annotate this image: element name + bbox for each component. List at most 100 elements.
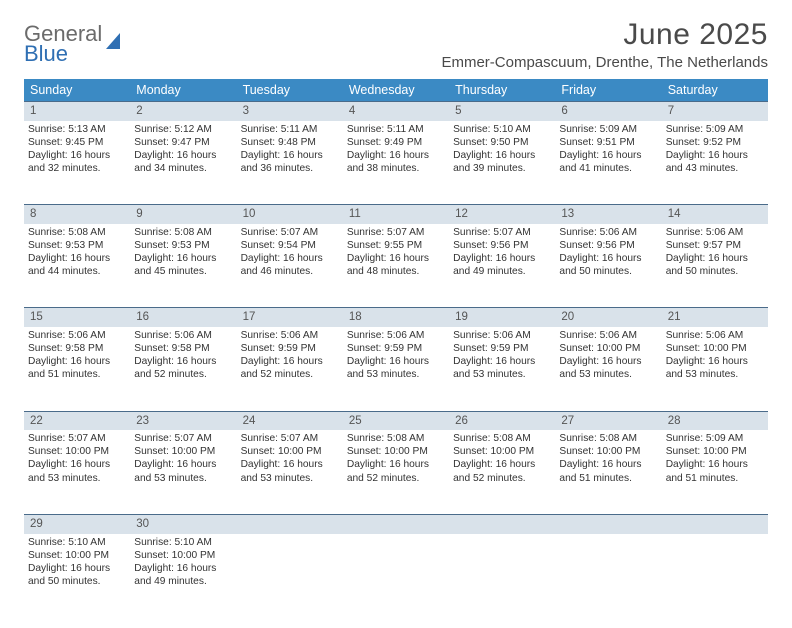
calendar-table: Sunday Monday Tuesday Wednesday Thursday…: [24, 79, 768, 618]
day-number-cell: 4: [343, 102, 449, 121]
day-data-cell: Sunrise: 5:09 AMSunset: 9:51 PMDaylight:…: [555, 121, 661, 205]
weekday-header: Thursday: [449, 79, 555, 102]
day-data-cell: Sunrise: 5:10 AMSunset: 10:00 PMDaylight…: [130, 534, 236, 618]
sunrise-text: Sunrise: 5:10 AM: [453, 123, 551, 136]
day-number-cell: [555, 514, 661, 533]
day-data-cell: [237, 534, 343, 618]
day-number-cell: 13: [555, 205, 661, 224]
sunrise-text: Sunrise: 5:11 AM: [241, 123, 339, 136]
day1-text: Daylight: 16 hours: [666, 149, 764, 162]
day-data-cell: Sunrise: 5:08 AMSunset: 10:00 PMDaylight…: [555, 430, 661, 514]
day-data-cell: Sunrise: 5:06 AMSunset: 9:58 PMDaylight:…: [24, 327, 130, 411]
day1-text: Daylight: 16 hours: [347, 458, 445, 471]
day2-text: and 53 minutes.: [453, 368, 551, 381]
day-data-cell: Sunrise: 5:07 AMSunset: 9:56 PMDaylight:…: [449, 224, 555, 308]
day2-text: and 32 minutes.: [28, 162, 126, 175]
day2-text: and 53 minutes.: [241, 472, 339, 485]
day1-text: Daylight: 16 hours: [134, 149, 232, 162]
sunrise-text: Sunrise: 5:06 AM: [666, 329, 764, 342]
day-data-cell: Sunrise: 5:06 AMSunset: 10:00 PMDaylight…: [555, 327, 661, 411]
day2-text: and 39 minutes.: [453, 162, 551, 175]
day1-text: Daylight: 16 hours: [666, 252, 764, 265]
sunrise-text: Sunrise: 5:09 AM: [666, 432, 764, 445]
logo: General Blue: [24, 24, 120, 64]
sunrise-text: Sunrise: 5:10 AM: [134, 536, 232, 549]
day1-text: Daylight: 16 hours: [134, 562, 232, 575]
day-number-cell: 21: [662, 308, 768, 327]
sunset-text: Sunset: 10:00 PM: [666, 445, 764, 458]
day2-text: and 48 minutes.: [347, 265, 445, 278]
sunrise-text: Sunrise: 5:09 AM: [559, 123, 657, 136]
weekday-header: Friday: [555, 79, 661, 102]
day1-text: Daylight: 16 hours: [134, 355, 232, 368]
day2-text: and 53 minutes.: [347, 368, 445, 381]
day-data-cell: Sunrise: 5:10 AMSunset: 10:00 PMDaylight…: [24, 534, 130, 618]
sunset-text: Sunset: 10:00 PM: [453, 445, 551, 458]
day-number-cell: [662, 514, 768, 533]
day-data-cell: [343, 534, 449, 618]
page-header: General Blue June 2025 Emmer-Compascuum,…: [24, 18, 768, 71]
sunrise-text: Sunrise: 5:06 AM: [453, 329, 551, 342]
day-data-row: Sunrise: 5:07 AMSunset: 10:00 PMDaylight…: [24, 430, 768, 514]
day-data-cell: Sunrise: 5:06 AMSunset: 9:59 PMDaylight:…: [237, 327, 343, 411]
sunset-text: Sunset: 9:48 PM: [241, 136, 339, 149]
sunset-text: Sunset: 10:00 PM: [559, 445, 657, 458]
day2-text: and 34 minutes.: [134, 162, 232, 175]
day2-text: and 44 minutes.: [28, 265, 126, 278]
day1-text: Daylight: 16 hours: [453, 149, 551, 162]
day2-text: and 43 minutes.: [666, 162, 764, 175]
day2-text: and 52 minutes.: [347, 472, 445, 485]
day1-text: Daylight: 16 hours: [559, 458, 657, 471]
day-data-cell: Sunrise: 5:06 AMSunset: 9:57 PMDaylight:…: [662, 224, 768, 308]
day-number-cell: 11: [343, 205, 449, 224]
sunrise-text: Sunrise: 5:10 AM: [28, 536, 126, 549]
day-number-cell: 10: [237, 205, 343, 224]
sunrise-text: Sunrise: 5:07 AM: [453, 226, 551, 239]
logo-line2: Blue: [24, 44, 102, 64]
day-data-cell: Sunrise: 5:06 AMSunset: 9:56 PMDaylight:…: [555, 224, 661, 308]
sunset-text: Sunset: 9:59 PM: [453, 342, 551, 355]
sunset-text: Sunset: 10:00 PM: [666, 342, 764, 355]
sunrise-text: Sunrise: 5:07 AM: [241, 226, 339, 239]
day-data-row: Sunrise: 5:08 AMSunset: 9:53 PMDaylight:…: [24, 224, 768, 308]
day-number-cell: 17: [237, 308, 343, 327]
sunrise-text: Sunrise: 5:07 AM: [134, 432, 232, 445]
sunset-text: Sunset: 9:47 PM: [134, 136, 232, 149]
day2-text: and 50 minutes.: [559, 265, 657, 278]
sunset-text: Sunset: 10:00 PM: [241, 445, 339, 458]
day2-text: and 53 minutes.: [666, 368, 764, 381]
day-data-cell: Sunrise: 5:11 AMSunset: 9:49 PMDaylight:…: [343, 121, 449, 205]
sunset-text: Sunset: 9:58 PM: [28, 342, 126, 355]
sunrise-text: Sunrise: 5:06 AM: [134, 329, 232, 342]
day-data-cell: Sunrise: 5:07 AMSunset: 10:00 PMDaylight…: [237, 430, 343, 514]
day-data-cell: Sunrise: 5:07 AMSunset: 10:00 PMDaylight…: [130, 430, 236, 514]
day-number-cell: 16: [130, 308, 236, 327]
sunset-text: Sunset: 9:50 PM: [453, 136, 551, 149]
day-number-cell: 30: [130, 514, 236, 533]
day-data-cell: Sunrise: 5:13 AMSunset: 9:45 PMDaylight:…: [24, 121, 130, 205]
day-data-cell: Sunrise: 5:08 AMSunset: 10:00 PMDaylight…: [343, 430, 449, 514]
location-subtitle: Emmer-Compascuum, Drenthe, The Netherlan…: [441, 54, 768, 71]
weekday-header: Tuesday: [237, 79, 343, 102]
day-number-row: 891011121314: [24, 205, 768, 224]
day-number-cell: 3: [237, 102, 343, 121]
sunrise-text: Sunrise: 5:06 AM: [241, 329, 339, 342]
day2-text: and 49 minutes.: [453, 265, 551, 278]
sunset-text: Sunset: 9:49 PM: [347, 136, 445, 149]
day2-text: and 50 minutes.: [666, 265, 764, 278]
day-data-cell: Sunrise: 5:09 AMSunset: 9:52 PMDaylight:…: [662, 121, 768, 205]
day-data-cell: Sunrise: 5:07 AMSunset: 9:55 PMDaylight:…: [343, 224, 449, 308]
day1-text: Daylight: 16 hours: [347, 252, 445, 265]
day-data-cell: [555, 534, 661, 618]
sunset-text: Sunset: 9:55 PM: [347, 239, 445, 252]
day-data-cell: Sunrise: 5:07 AMSunset: 9:54 PMDaylight:…: [237, 224, 343, 308]
month-title: June 2025: [441, 18, 768, 52]
sunrise-text: Sunrise: 5:06 AM: [347, 329, 445, 342]
day-number-cell: 12: [449, 205, 555, 224]
weekday-header: Saturday: [662, 79, 768, 102]
weekday-header: Sunday: [24, 79, 130, 102]
day-number-cell: 29: [24, 514, 130, 533]
sunset-text: Sunset: 10:00 PM: [347, 445, 445, 458]
day1-text: Daylight: 16 hours: [28, 458, 126, 471]
sunrise-text: Sunrise: 5:06 AM: [559, 226, 657, 239]
